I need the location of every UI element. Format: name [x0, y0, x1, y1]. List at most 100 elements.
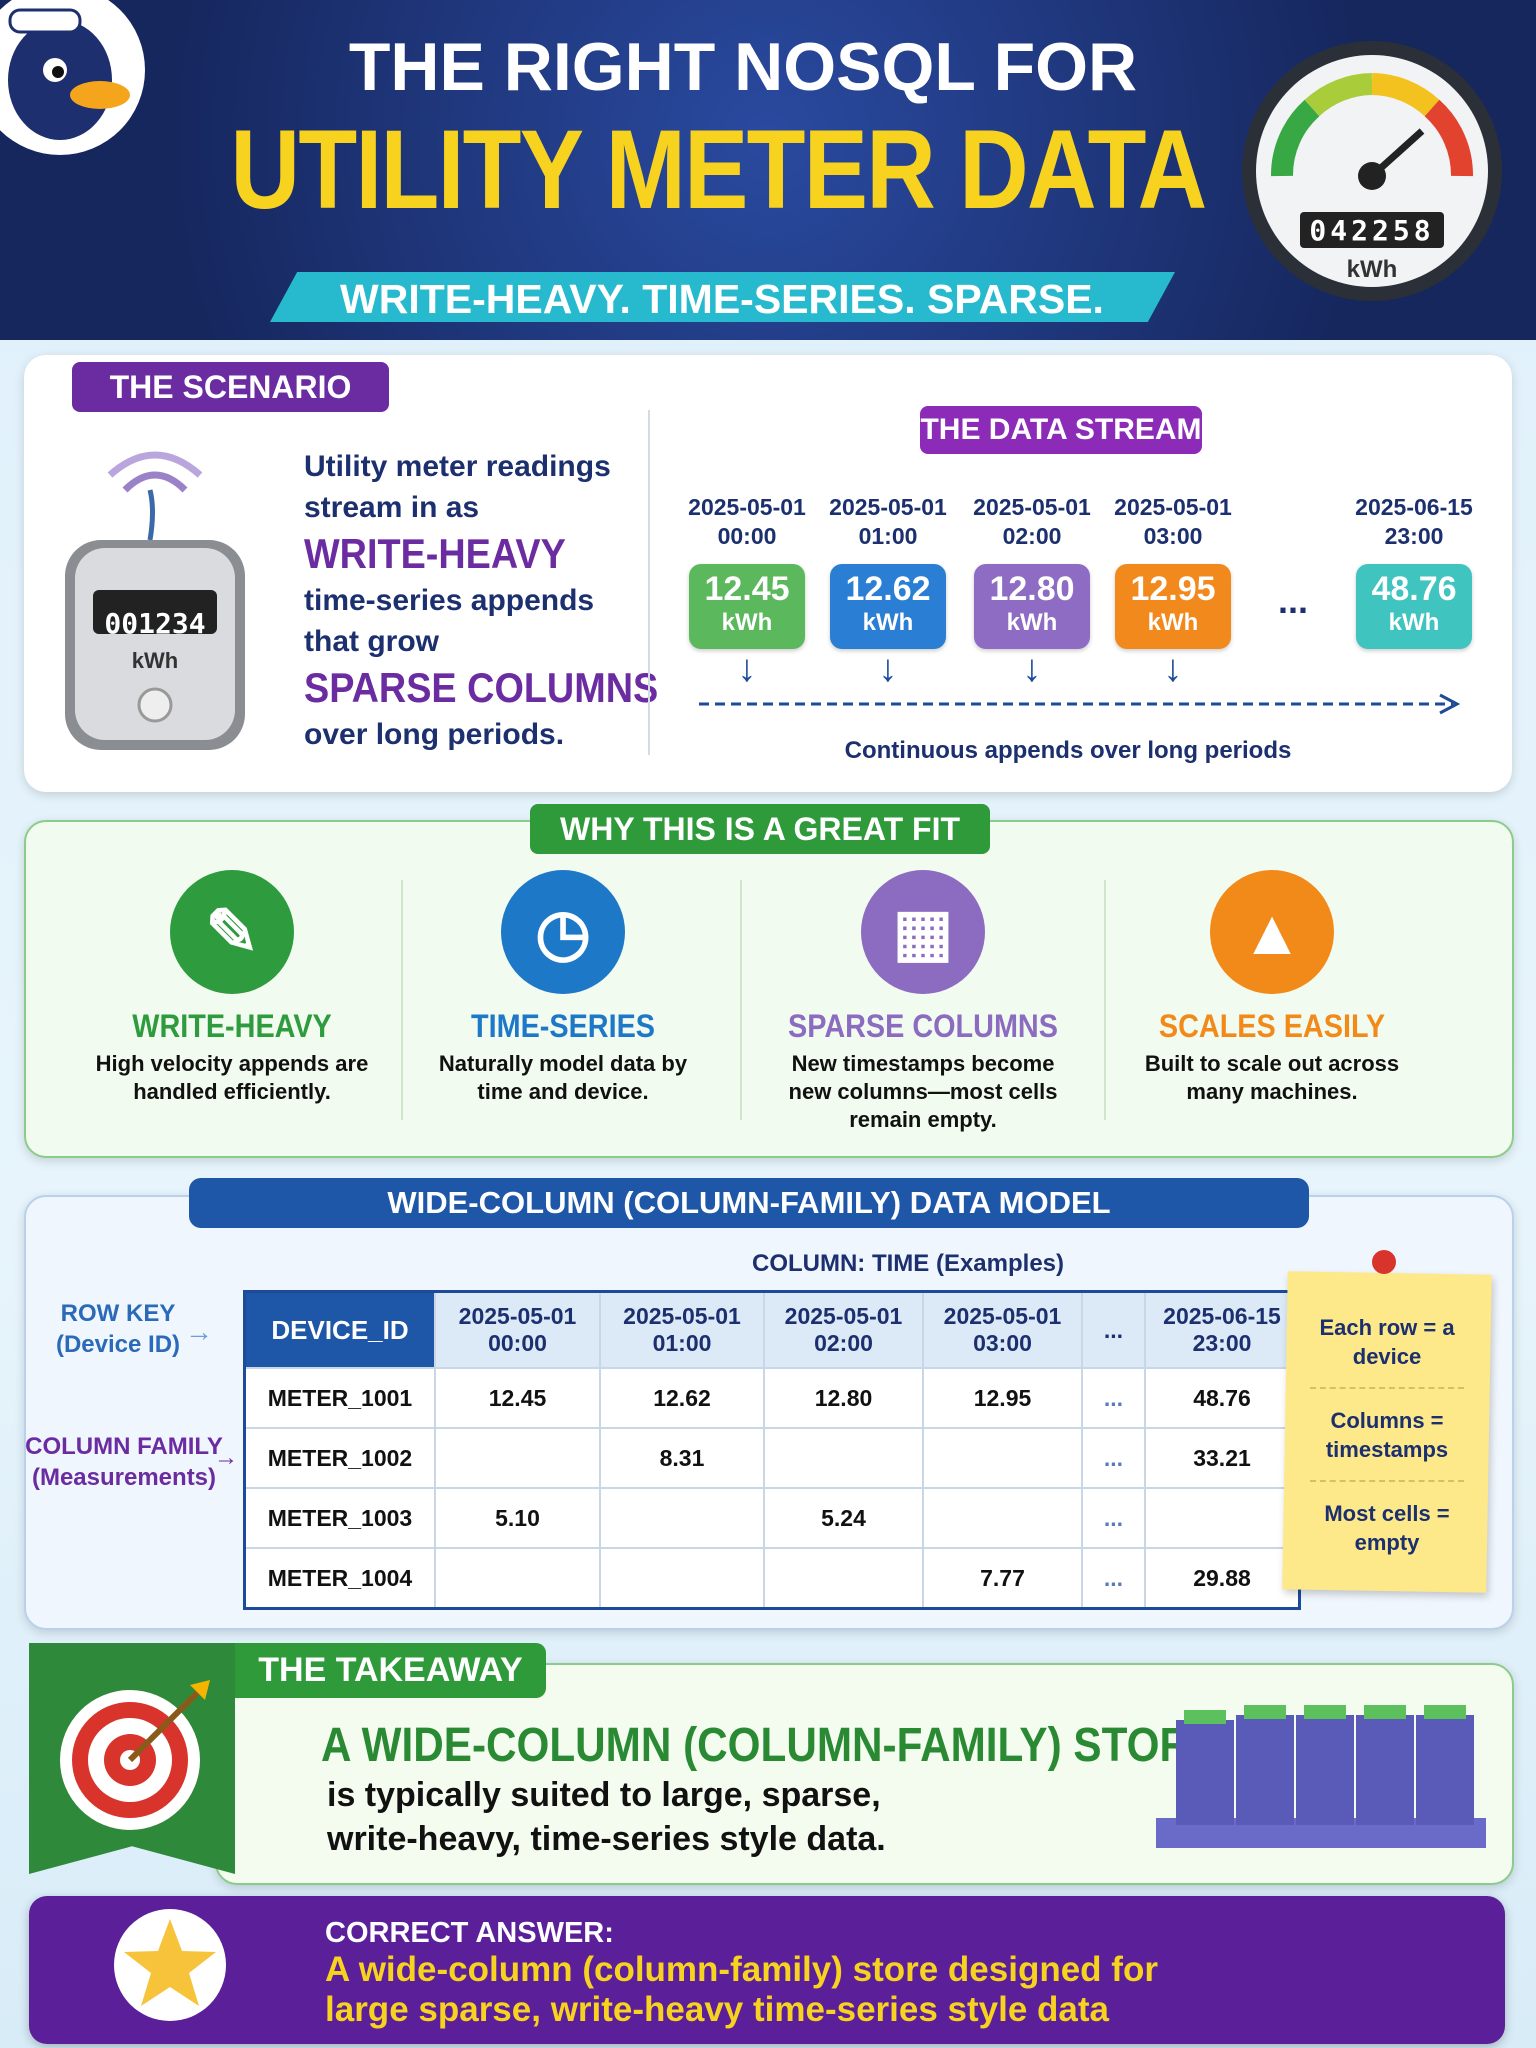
tagline: WRITE-HEAVY. TIME-SERIES. SPARSE.	[340, 276, 1104, 322]
cell: 12.95	[922, 1367, 1083, 1429]
cell	[922, 1427, 1083, 1489]
stream-time: 23:00	[1384, 523, 1444, 549]
table-row: METER_1001 12.45 12.62 12.80 12.95... 48.76	[243, 1367, 1301, 1429]
text: time-series appends that grow	[304, 584, 595, 658]
text: over long periods.	[304, 718, 565, 751]
cell: 48.76	[1144, 1367, 1301, 1429]
note-separator	[1310, 1480, 1464, 1482]
arrow: ↓	[878, 648, 898, 690]
header-cell: 2025-06-15 23:00	[1144, 1290, 1301, 1369]
takeaway-label: THE TAKEAWAY	[235, 1643, 546, 1698]
arrow: →	[185, 1316, 213, 1347]
header-cell: 2025-05-01 02:00	[763, 1290, 924, 1369]
note-separator	[1310, 1387, 1464, 1389]
header-cell: 2025-05-01 01:00	[599, 1290, 765, 1369]
arrow: ↓	[1163, 648, 1183, 690]
title-line2: UTILITY METER DATA	[230, 107, 1208, 232]
arrow: →	[214, 1444, 238, 1471]
reading-box: 12.80 kWh	[974, 564, 1090, 649]
row-key-cell: METER_1002	[243, 1427, 436, 1489]
cell	[434, 1547, 601, 1610]
cell: 12.62	[599, 1367, 765, 1429]
divider	[1104, 880, 1106, 1120]
header-cell: DEVICE_ID	[243, 1290, 436, 1369]
row-key-sub: (Device ID)	[55, 1331, 181, 1358]
target	[60, 1680, 210, 1830]
reading-unit: kWh	[862, 609, 914, 636]
fit-text: New timestamps become new columns—most c…	[788, 1051, 1058, 1132]
reading-unit: kWh	[1147, 609, 1199, 636]
takeaway-text: is typically suited to large, sparse, wr…	[327, 1776, 886, 1858]
tagline-band	[270, 272, 1175, 322]
stream-time: 02:00	[1002, 523, 1062, 549]
stream-time: 01:00	[858, 523, 918, 549]
column-family: COLUMN FAMILY (Measurements)	[25, 1431, 223, 1493]
meter-device	[65, 451, 245, 750]
servers	[1156, 1705, 1486, 1848]
stream-date: 2025-05-01	[1114, 494, 1232, 520]
reading-box: 12.95 kWh	[1115, 564, 1231, 649]
divider	[648, 410, 650, 755]
meter-display: 001234	[104, 607, 206, 640]
fit-text: Built to scale out across many machines.	[1144, 1051, 1400, 1104]
cell	[922, 1487, 1083, 1549]
fit-text: High velocity appends are handled effici…	[95, 1051, 369, 1104]
stream-date: 2025-05-01	[973, 494, 1091, 520]
row-key-title: ROW KEY	[60, 1300, 176, 1327]
arrow: ↓	[1022, 648, 1042, 690]
gauge-reading: 042258	[1309, 214, 1435, 247]
stream-date: 2025-05-01	[829, 494, 947, 520]
stream-line	[699, 693, 1461, 715]
note-line: Each row = a device	[1319, 1315, 1455, 1369]
row-key-cell: METER_1001	[243, 1367, 436, 1429]
stream-time: 00:00	[717, 523, 777, 549]
fit-label: WHY THIS IS A GREAT FIT	[530, 804, 990, 854]
answer-text: A wide-column (column-family) store desi…	[325, 1950, 1158, 2029]
table-row: METER_1003 5.10 5.24...	[243, 1487, 1301, 1549]
cell: ...	[1081, 1427, 1146, 1489]
fit-icon: ✎	[170, 870, 294, 994]
reading-box: 48.76 kWh	[1356, 564, 1472, 649]
header-row: DEVICE_ID 2025-05-01 00:00 2025-05-01 01:0…	[243, 1290, 1301, 1369]
fit-text: Naturally model data by time and device.	[438, 1051, 688, 1104]
cell: 5.24	[763, 1487, 924, 1549]
stream-date: 2025-05-01	[688, 494, 806, 520]
model-label: WIDE-COLUMN (COLUMN-FAMILY) DATA MODEL	[189, 1178, 1309, 1228]
column-family-title: COLUMN FAMILY	[25, 1433, 223, 1460]
cell	[763, 1547, 924, 1610]
emphasis: WRITE-HEAVY	[304, 530, 566, 577]
fit-icon: ◷	[501, 870, 625, 994]
table-row: METER_1002 8.31... 33.21	[243, 1427, 1301, 1489]
emphasis: SPARSE COLUMNS	[304, 664, 659, 711]
stream-time: 03:00	[1143, 523, 1203, 549]
reading-box: 12.62 kWh	[830, 564, 946, 649]
star	[114, 1909, 226, 2021]
answer-card	[29, 1896, 1505, 2044]
cell	[763, 1427, 924, 1489]
cell: 12.80	[763, 1367, 924, 1429]
row-key-cell: METER_1004	[243, 1547, 436, 1610]
column-family-sub: (Measurements)	[31, 1464, 217, 1491]
reading-value: 48.76	[1371, 570, 1457, 608]
pin	[1372, 1250, 1396, 1274]
stream-label: THE DATA STREAM	[920, 406, 1202, 454]
stream-date: 2025-06-15	[1355, 494, 1473, 520]
cell	[1144, 1487, 1301, 1549]
note-line: Columns = timestamps	[1325, 1408, 1449, 1462]
cell	[599, 1547, 765, 1610]
gauge-unit: kWh	[1346, 256, 1398, 283]
reading-value: 12.45	[704, 570, 790, 608]
fit-title: TIME-SERIES	[470, 1008, 656, 1044]
fit-title: SCALES EASILY	[1158, 1008, 1386, 1044]
arrow: ↓	[737, 648, 757, 690]
cell: 33.21	[1144, 1427, 1301, 1489]
fit-title: SPARSE COLUMNS	[788, 1008, 1058, 1044]
scenario-text: Utility meter readings stream in as WRIT…	[304, 446, 659, 755]
title-line1: THE RIGHT NOSQL FOR	[348, 29, 1138, 105]
cell: 12.45	[434, 1367, 601, 1429]
cell: 29.88	[1144, 1547, 1301, 1610]
takeaway-heading: A WIDE-COLUMN (COLUMN-FAMILY) STORE	[321, 1719, 1219, 1772]
stream-caption: Continuous appends over long periods	[844, 737, 1292, 764]
